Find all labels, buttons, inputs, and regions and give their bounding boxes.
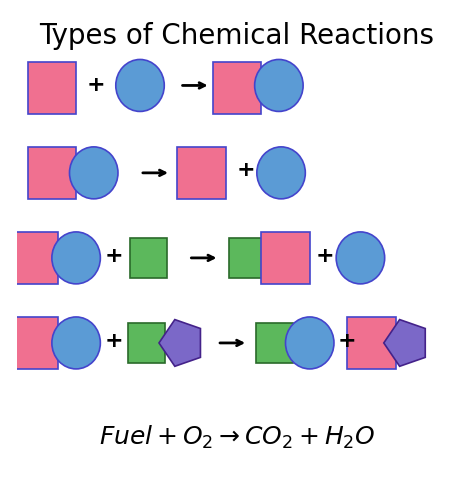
- FancyBboxPatch shape: [10, 232, 58, 284]
- FancyBboxPatch shape: [177, 147, 226, 199]
- Text: Types of Chemical Reactions: Types of Chemical Reactions: [39, 22, 435, 50]
- FancyBboxPatch shape: [27, 62, 76, 114]
- Text: +: +: [237, 161, 255, 181]
- Circle shape: [52, 232, 100, 284]
- FancyBboxPatch shape: [261, 232, 310, 284]
- FancyBboxPatch shape: [347, 317, 396, 369]
- Circle shape: [285, 317, 334, 369]
- Circle shape: [336, 232, 385, 284]
- Circle shape: [116, 59, 164, 111]
- Circle shape: [52, 317, 100, 369]
- Text: +: +: [338, 331, 356, 350]
- Circle shape: [70, 147, 118, 199]
- Text: +: +: [104, 246, 123, 266]
- Circle shape: [257, 147, 305, 199]
- FancyBboxPatch shape: [10, 317, 58, 369]
- FancyBboxPatch shape: [27, 147, 76, 199]
- Circle shape: [255, 59, 303, 111]
- Text: +: +: [87, 76, 105, 96]
- FancyBboxPatch shape: [213, 62, 261, 114]
- Text: +: +: [104, 331, 123, 350]
- Text: $Fuel + O_2 \rightarrow CO_2 + H_2O$: $Fuel + O_2 \rightarrow CO_2 + H_2O$: [99, 424, 375, 451]
- Text: +: +: [316, 246, 335, 266]
